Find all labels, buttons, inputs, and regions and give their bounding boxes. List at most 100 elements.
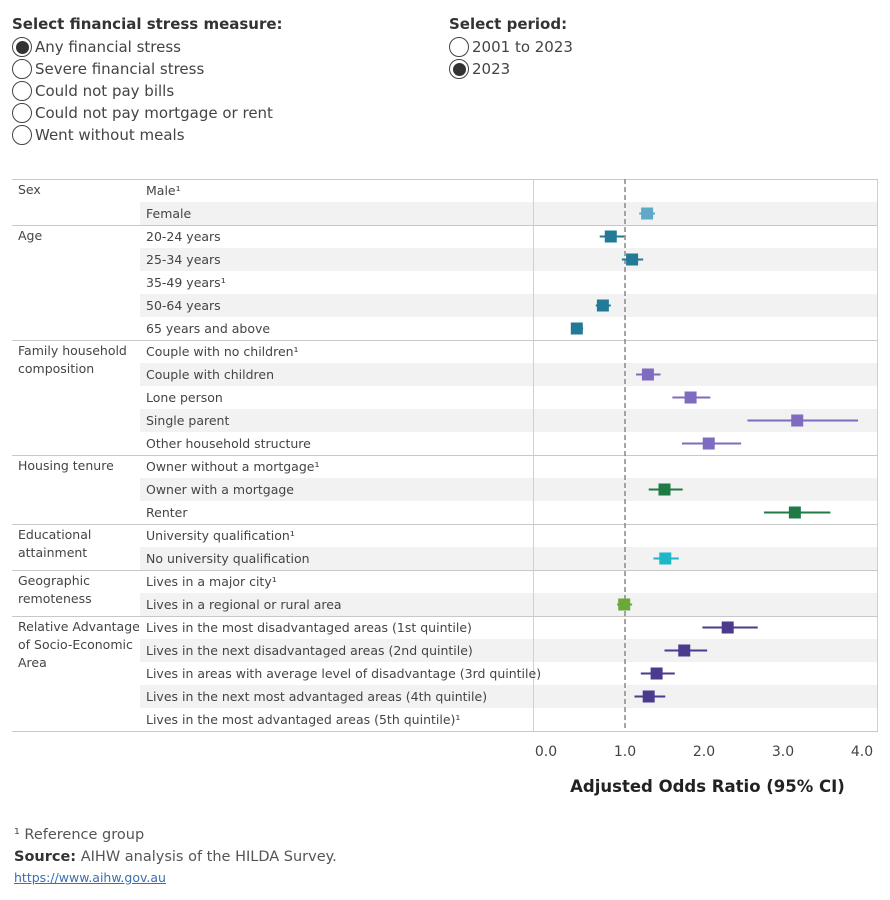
source-label: Source: (14, 849, 77, 865)
odds-ratio-marker (626, 253, 639, 266)
measure-option[interactable]: Could not pay mortgage or rent (12, 102, 273, 124)
radio-selected-dot-icon (15, 40, 29, 54)
row-label: No university qualification (146, 551, 310, 566)
row-band (140, 639, 878, 662)
odds-ratio-marker (641, 368, 654, 381)
group-label: remoteness (18, 591, 92, 606)
row-label: Male¹ (146, 183, 181, 198)
row-label: 35-49 years¹ (146, 275, 226, 290)
x-tick-label: 0.0 (535, 744, 557, 760)
odds-ratio-marker (641, 207, 654, 220)
radio-button-icon[interactable] (12, 103, 32, 123)
measure-option[interactable]: Any financial stress (12, 36, 273, 58)
row-band (140, 478, 878, 501)
forest-plot-chart: Sex Age Family household composition Housing… (12, 179, 878, 796)
row-label: 20-24 years (146, 229, 221, 244)
group-label: Area (18, 655, 47, 670)
odds-ratio-marker (618, 598, 631, 611)
odds-ratio-marker (642, 690, 655, 703)
period-option-label: 2001 to 2023 (472, 38, 573, 56)
row-label: Lives in the most advantaged areas (5th … (146, 712, 460, 727)
measure-option-label: Could not pay mortgage or rent (35, 104, 273, 122)
row-label: 25-34 years (146, 252, 221, 267)
radio-button-icon[interactable] (12, 37, 32, 57)
group-label: composition (18, 361, 94, 376)
group-label: Family household (18, 343, 127, 358)
measure-radio-group: Any financial stress Severe financial str… (12, 36, 273, 146)
measure-option-label: Severe financial stress (35, 60, 205, 78)
row-band (140, 593, 878, 616)
row-label: Lives in the most disadvantaged areas (1… (146, 620, 472, 635)
odds-ratio-marker (604, 230, 617, 243)
x-tick-label: 2.0 (693, 744, 715, 760)
odds-ratio-marker (791, 414, 804, 427)
row-label: 50-64 years (146, 298, 221, 313)
measure-option[interactable]: Went without meals (12, 124, 273, 146)
row-label: Lives in the next disadvantaged areas (2… (146, 643, 473, 658)
odds-ratio-marker (788, 506, 801, 519)
period-option-label: 2023 (472, 60, 511, 78)
row-label: Lives in areas with average level of dis… (146, 666, 541, 681)
row-label: Lives in a major city¹ (146, 574, 277, 589)
odds-ratio-marker (678, 644, 691, 657)
group-label: Geographic (18, 573, 90, 588)
measure-option-label: Any financial stress (35, 38, 182, 56)
group-label: Age (18, 228, 42, 243)
measure-option-label: Could not pay bills (35, 82, 175, 100)
group-label: Educational (18, 527, 91, 542)
group-label: of Socio-Economic (18, 637, 133, 652)
x-axis-title: Adjusted Odds Ratio (95% CI) (570, 777, 845, 796)
odds-ratio-marker (702, 437, 715, 450)
row-band (140, 409, 878, 432)
row-label: Couple with children (146, 367, 274, 382)
row-label: Renter (146, 505, 188, 520)
odds-ratio-marker (721, 621, 734, 634)
row-band (140, 547, 878, 570)
row-band (140, 248, 878, 271)
group-label: Relative Advantage (18, 619, 140, 634)
row-label: University qualification¹ (146, 528, 295, 543)
aihw-link[interactable]: https://www.aihw.gov.au (14, 870, 166, 885)
measure-option[interactable]: Severe financial stress (12, 58, 273, 80)
odds-ratio-marker (659, 552, 672, 565)
odds-ratio-marker (684, 391, 697, 404)
group-label: attainment (18, 545, 87, 560)
odds-ratio-marker (650, 667, 663, 680)
row-label: Single parent (146, 413, 229, 428)
radio-button-icon[interactable] (449, 59, 469, 79)
source-text: AIHW analysis of the HILDA Survey. (76, 849, 337, 865)
period-option[interactable]: 2001 to 2023 (449, 36, 573, 58)
row-label: Owner with a mortgage (146, 482, 294, 497)
measure-option-label: Went without meals (35, 126, 185, 144)
odds-ratio-marker (570, 322, 583, 335)
radio-button-icon[interactable] (12, 59, 32, 79)
period-option[interactable]: 2023 (449, 58, 573, 80)
radio-button-icon[interactable] (12, 125, 32, 145)
row-label: Owner without a mortgage¹ (146, 459, 319, 474)
radio-button-icon[interactable] (449, 37, 469, 57)
row-label: Lone person (146, 390, 223, 405)
source-note: Source: AIHW analysis of the HILDA Surve… (14, 849, 337, 865)
x-tick-label: 4.0 (851, 744, 873, 760)
row-label: Other household structure (146, 436, 311, 451)
row-band (140, 685, 878, 708)
odds-ratio-marker (658, 483, 671, 496)
reference-footnote: ¹ Reference group (14, 827, 145, 843)
row-band (140, 202, 878, 225)
row-band (140, 294, 878, 317)
x-tick-label: 3.0 (772, 744, 794, 760)
group-label: Housing tenure (18, 458, 114, 473)
period-filter-title: Select period: (449, 15, 568, 33)
row-band (140, 363, 878, 386)
measure-filter-title: Select financial stress measure: (12, 15, 283, 33)
row-label: Female (146, 206, 192, 221)
measure-option[interactable]: Could not pay bills (12, 80, 273, 102)
odds-ratio-marker (596, 299, 609, 312)
group-label: Sex (18, 182, 41, 197)
row-label: Lives in a regional or rural area (146, 597, 342, 612)
radio-button-icon[interactable] (12, 81, 32, 101)
x-tick-label: 1.0 (614, 744, 636, 760)
row-label: Lives in the next most advantaged areas … (146, 689, 487, 704)
radio-selected-dot-icon (452, 62, 466, 76)
row-label: 65 years and above (146, 321, 270, 336)
